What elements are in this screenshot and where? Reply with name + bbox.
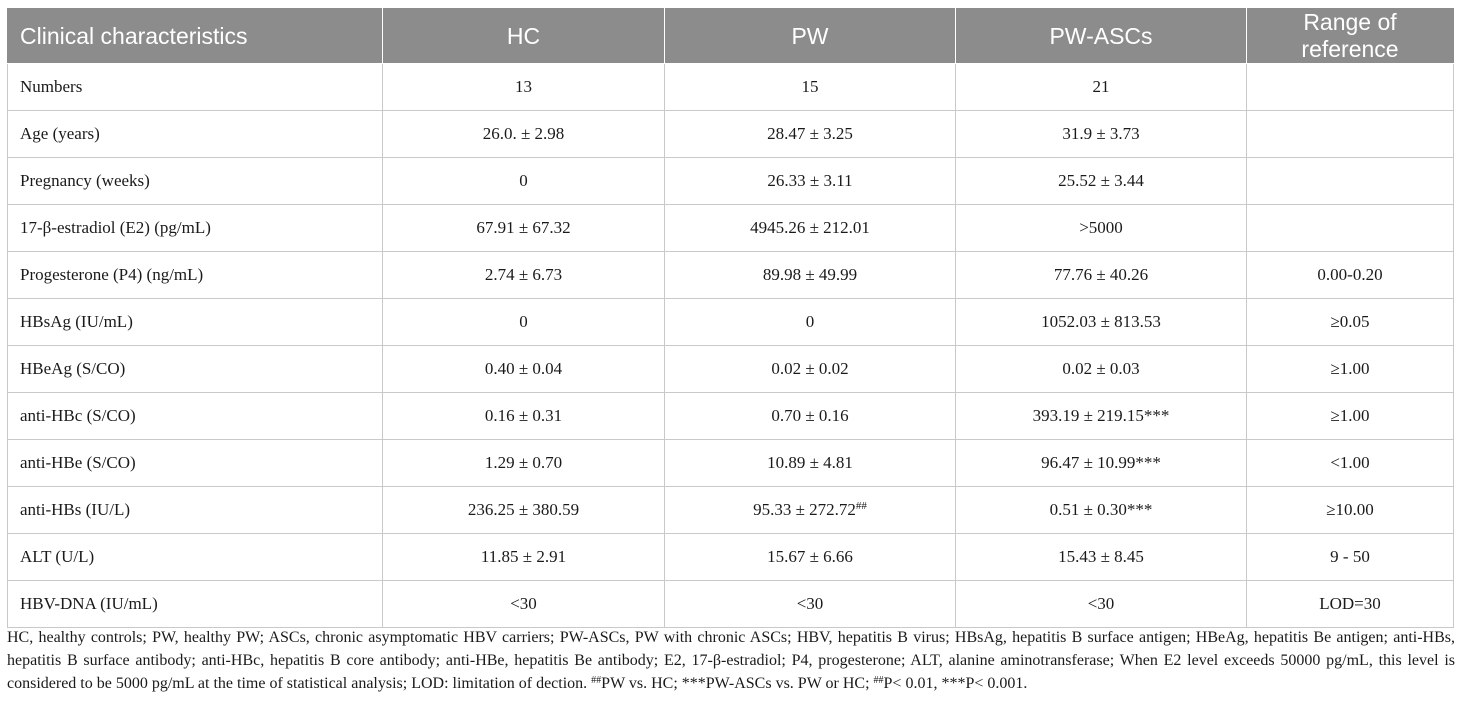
- cell-hc: 0: [382, 298, 665, 346]
- row-label: Progesterone (P4) (ng/mL): [7, 251, 383, 299]
- header-row: Clinical characteristics HC PW PW-ASCs R…: [7, 8, 1454, 64]
- footnote-text-part3: P< 0.01, ***P< 0.001.: [883, 675, 1028, 692]
- cell-hc: 1.29 ± 0.70: [382, 439, 665, 487]
- cell-pw: 10.89 ± 4.81: [664, 439, 956, 487]
- clinical-characteristics-table: Clinical characteristics HC PW PW-ASCs R…: [7, 8, 1454, 628]
- cell-pw-ascs: 15.43 ± 8.45: [955, 533, 1247, 581]
- table-row: 17-β-estradiol (E2) (pg/mL) 67.91 ± 67.3…: [7, 204, 1454, 252]
- cell-reference: LOD=30: [1246, 580, 1454, 628]
- table-row: Age (years) 26.0. ± 2.98 28.47 ± 3.25 31…: [7, 110, 1454, 158]
- table-header: Clinical characteristics HC PW PW-ASCs R…: [7, 8, 1454, 64]
- cell-pw: 0.02 ± 0.02: [664, 345, 956, 393]
- table-row: HBsAg (IU/mL) 0 0 1052.03 ± 813.53 ≥0.05: [7, 298, 1454, 346]
- cell-pw: 0: [664, 298, 956, 346]
- cell-reference: ≥10.00: [1246, 486, 1454, 534]
- row-label: 17-β-estradiol (E2) (pg/mL): [7, 204, 383, 252]
- clinical-characteristics-table-container: Clinical characteristics HC PW PW-ASCs R…: [7, 8, 1454, 628]
- header-clinical-characteristics: Clinical characteristics: [7, 8, 383, 64]
- cell-pw: 4945.26 ± 212.01: [664, 204, 956, 252]
- header-pw: PW: [664, 8, 956, 64]
- cell-hc: 11.85 ± 2.91: [382, 533, 665, 581]
- header-range-of-reference: Range of reference: [1246, 8, 1454, 64]
- row-label: anti-HBe (S/CO): [7, 439, 383, 487]
- row-label: HBeAg (S/CO): [7, 345, 383, 393]
- table-row: Progesterone (P4) (ng/mL) 2.74 ± 6.73 89…: [7, 251, 1454, 299]
- cell-pw: 89.98 ± 49.99: [664, 251, 956, 299]
- row-label: anti-HBc (S/CO): [7, 392, 383, 440]
- table-row: anti-HBe (S/CO) 1.29 ± 0.70 10.89 ± 4.81…: [7, 439, 1454, 487]
- cell-pw-ascs: 31.9 ± 3.73: [955, 110, 1247, 158]
- cell-pw: 15.67 ± 6.66: [664, 533, 956, 581]
- cell-reference: 9 - 50: [1246, 533, 1454, 581]
- cell-reference: <1.00: [1246, 439, 1454, 487]
- table-row: Pregnancy (weeks) 0 26.33 ± 3.11 25.52 ±…: [7, 157, 1454, 205]
- table-row: anti-HBs (IU/L) 236.25 ± 380.59 95.33 ± …: [7, 486, 1454, 534]
- significance-superscript: ##: [855, 500, 867, 512]
- table-body: Numbers 13 15 21 Age (years) 26.0. ± 2.9…: [7, 63, 1454, 628]
- cell-reference: [1246, 204, 1454, 252]
- cell-pw-ascs: 393.19 ± 219.15***: [955, 392, 1247, 440]
- cell-pw-ascs: 96.47 ± 10.99***: [955, 439, 1247, 487]
- table-row: Numbers 13 15 21: [7, 63, 1454, 111]
- cell-pw: <30: [664, 580, 956, 628]
- cell-pw-ascs: 21: [955, 63, 1247, 111]
- cell-pw-ascs: 0.51 ± 0.30***: [955, 486, 1247, 534]
- cell-pw: 0.70 ± 0.16: [664, 392, 956, 440]
- cell-hc: 0: [382, 157, 665, 205]
- cell-pw: 95.33 ± 272.72##: [664, 486, 956, 534]
- footnote-text-part1: HC, healthy controls; PW, healthy PW; AS…: [7, 629, 1455, 692]
- row-label: ALT (U/L): [7, 533, 383, 581]
- table-row: ALT (U/L) 11.85 ± 2.91 15.67 ± 6.66 15.4…: [7, 533, 1454, 581]
- cell-hc: 0.40 ± 0.04: [382, 345, 665, 393]
- cell-hc: 0.16 ± 0.31: [382, 392, 665, 440]
- cell-hc: 67.91 ± 67.32: [382, 204, 665, 252]
- footnote-superscript-2: ##: [873, 675, 884, 686]
- footnote-text-part2: PW vs. HC; ***PW-ASCs vs. PW or HC;: [601, 675, 874, 692]
- cell-pw-ascs: 1052.03 ± 813.53: [955, 298, 1247, 346]
- cell-reference: ≥0.05: [1246, 298, 1454, 346]
- cell-pw: 15: [664, 63, 956, 111]
- cell-reference: [1246, 63, 1454, 111]
- header-pw-ascs: PW-ASCs: [955, 8, 1247, 64]
- header-hc: HC: [382, 8, 665, 64]
- row-label: HBsAg (IU/mL): [7, 298, 383, 346]
- footnote-superscript-1: ##: [591, 675, 602, 686]
- cell-pw: 26.33 ± 3.11: [664, 157, 956, 205]
- row-label: Numbers: [7, 63, 383, 111]
- cell-pw-ascs: >5000: [955, 204, 1247, 252]
- cell-hc: 13: [382, 63, 665, 111]
- cell-pw-ascs: <30: [955, 580, 1247, 628]
- row-label: HBV-DNA (IU/mL): [7, 580, 383, 628]
- cell-reference: [1246, 110, 1454, 158]
- cell-hc: 2.74 ± 6.73: [382, 251, 665, 299]
- cell-pw-ascs: 0.02 ± 0.03: [955, 345, 1247, 393]
- cell-reference: 0.00-0.20: [1246, 251, 1454, 299]
- cell-pw: 28.47 ± 3.25: [664, 110, 956, 158]
- row-label: Age (years): [7, 110, 383, 158]
- row-label: anti-HBs (IU/L): [7, 486, 383, 534]
- cell-reference: [1246, 157, 1454, 205]
- cell-reference: ≥1.00: [1246, 392, 1454, 440]
- table-row: anti-HBc (S/CO) 0.16 ± 0.31 0.70 ± 0.16 …: [7, 392, 1454, 440]
- cell-reference: ≥1.00: [1246, 345, 1454, 393]
- table-row: HBV-DNA (IU/mL) <30 <30 <30 LOD=30: [7, 580, 1454, 628]
- table-footnote: HC, healthy controls; PW, healthy PW; AS…: [7, 626, 1455, 695]
- row-label: Pregnancy (weeks): [7, 157, 383, 205]
- cell-hc: 236.25 ± 380.59: [382, 486, 665, 534]
- cell-hc: 26.0. ± 2.98: [382, 110, 665, 158]
- cell-pw-ascs: 25.52 ± 3.44: [955, 157, 1247, 205]
- cell-pw-ascs: 77.76 ± 40.26: [955, 251, 1247, 299]
- cell-pw-value: 95.33 ± 272.72: [753, 500, 856, 519]
- table-row: HBeAg (S/CO) 0.40 ± 0.04 0.02 ± 0.02 0.0…: [7, 345, 1454, 393]
- cell-hc: <30: [382, 580, 665, 628]
